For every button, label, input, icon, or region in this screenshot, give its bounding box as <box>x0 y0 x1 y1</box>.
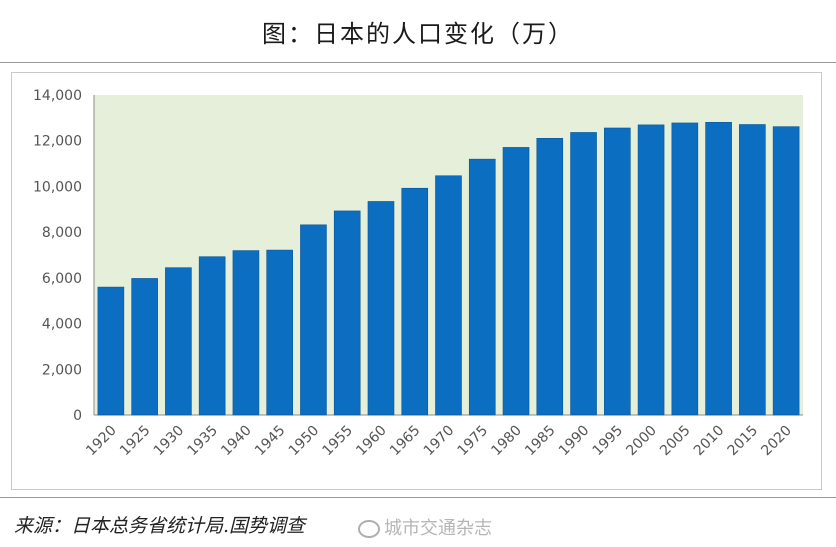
bar-1990 <box>570 132 597 416</box>
x-tick-label: 1985 <box>522 423 559 460</box>
watermark: 城市交通杂志 <box>358 514 492 540</box>
x-tick-label: 1920 <box>83 423 120 460</box>
y-tick-label: 2,000 <box>42 362 82 378</box>
x-tick-label: 2015 <box>725 423 762 460</box>
bar-1930 <box>165 267 192 416</box>
y-tick-label: 4,000 <box>42 317 82 333</box>
x-tick-label: 1925 <box>117 423 154 460</box>
chart-title: 图：日本的人口变化（万） <box>262 19 574 48</box>
bar-1925 <box>131 278 158 416</box>
bar-1955 <box>333 210 361 416</box>
y-tick-label: 6,000 <box>42 271 82 287</box>
x-tick-label: 1940 <box>218 423 255 460</box>
x-tick-label: 2000 <box>623 423 660 460</box>
bar-2005 <box>671 122 699 416</box>
bar-1940 <box>232 250 260 416</box>
x-tick-label: 1930 <box>151 423 188 460</box>
bar-1985 <box>536 138 564 416</box>
y-tick-label: 14,000 <box>33 88 82 104</box>
title-bar: 图：日本的人口变化（万） <box>0 0 836 63</box>
x-tick-label: 1970 <box>421 423 458 460</box>
y-tick-label: 0 <box>73 408 82 424</box>
bar-1935 <box>198 256 226 416</box>
bar-1965 <box>401 187 429 416</box>
source-note: 来源：日本总务省统计局.国势调查 <box>14 515 306 537</box>
bar-2015 <box>739 124 766 416</box>
x-tick-label: 1945 <box>252 423 289 460</box>
x-tick-label: 1935 <box>184 423 221 460</box>
bar-1970 <box>435 175 462 416</box>
bar-2010 <box>705 121 732 416</box>
bar-1960 <box>367 201 395 416</box>
source-bar: 来源：日本总务省统计局.国势调查 城市交通杂志 <box>0 497 836 547</box>
x-tick-label: 1955 <box>320 423 357 460</box>
weibo-icon <box>358 520 380 538</box>
x-tick-label: 2005 <box>657 423 694 460</box>
x-tick-label: 1950 <box>286 423 323 460</box>
bar-chart: 0 2,000 4,000 6,000 8,000 10,000 12,000 14,000 1… <box>33 88 803 460</box>
bar-1920 <box>97 286 125 416</box>
bar-1950 <box>300 224 327 416</box>
x-tick-label: 1960 <box>353 423 390 460</box>
x-tick-label: 1965 <box>387 423 424 460</box>
y-tick-label: 12,000 <box>33 134 82 150</box>
y-tick-label: 8,000 <box>42 225 82 241</box>
x-tick-label: 2010 <box>691 423 728 460</box>
x-tick-label: 1980 <box>488 423 525 460</box>
y-tick-label: 10,000 <box>33 179 82 195</box>
watermark-text: 城市交通杂志 <box>384 518 492 539</box>
bar-1995 <box>604 127 631 416</box>
bar-1945 <box>266 249 293 416</box>
x-tick-label: 1995 <box>590 423 627 460</box>
x-tick-label: 1990 <box>556 423 593 460</box>
x-tick-label: 1975 <box>455 423 492 460</box>
bar-2020 <box>772 126 800 416</box>
bar-1975 <box>468 158 496 416</box>
bar-1980 <box>502 147 530 416</box>
x-tick-label: 2020 <box>758 423 795 460</box>
chart-frame: 0 2,000 4,000 6,000 8,000 10,000 12,000 14,000 1… <box>11 72 822 490</box>
bar-2000 <box>637 124 665 416</box>
